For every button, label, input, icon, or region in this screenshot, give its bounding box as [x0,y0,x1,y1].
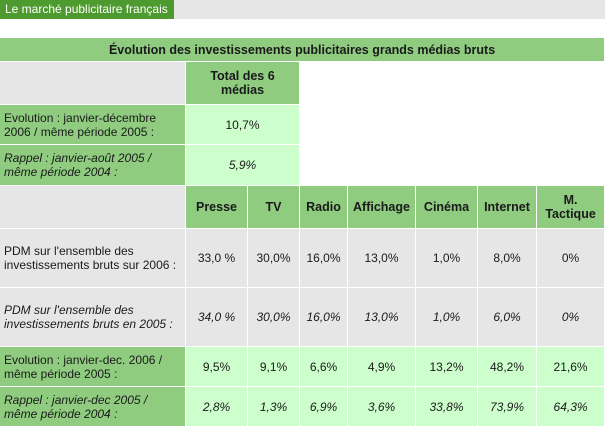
section-title: Le marché publicitaire français [0,0,174,19]
table-cell: 33,8% [416,387,478,427]
total-header: Total des 6 médias [186,62,300,105]
table-cell: 13,0% [348,288,416,347]
table-cell: 1,0% [416,229,478,288]
media-header-affichage: Affichage [348,186,416,229]
table-cell: 1,0% [416,288,478,347]
table-cell: 16,0% [300,288,348,347]
media-header-m-tactique: M. Tactique [537,186,605,229]
table-cell: 16,0% [300,229,348,288]
pdm-row-label: PDM sur l'ensemble des investissements b… [0,229,186,288]
table-cell: 64,3% [537,387,605,427]
evolution-row-label: Rappel : janvier-dec 2005 / même période… [0,387,186,427]
media-header-internet: Internet [478,186,537,229]
blank-cell [0,186,186,229]
table-cell: 1,3% [248,387,300,427]
media-header-radio: Radio [300,186,348,229]
media-header-presse: Presse [186,186,248,229]
total-row-label: Evolution : janvier-décembre 2006 / même… [0,105,186,145]
blank-cell [300,105,605,145]
table-cell: 9,1% [248,347,300,387]
total-row-value: 10,7% [186,105,300,145]
table-cell: 6,9% [300,387,348,427]
blank-cell [0,62,186,105]
pdm-row-label: PDM sur l'ensemble des investissements b… [0,288,186,347]
total-row-value: 5,9% [186,145,300,186]
table-cell: 6,6% [300,347,348,387]
table-cell: 4,9% [348,347,416,387]
table-cell: 0% [537,288,605,347]
table-cell: 3,6% [348,387,416,427]
table-cell: 9,5% [186,347,248,387]
table-cell: 2,8% [186,387,248,427]
media-investment-table: Évolution des investissements publicitai… [0,38,605,427]
table-cell: 33,0 % [186,229,248,288]
media-header-tv: TV [248,186,300,229]
evolution-row-label: Evolution : janvier-dec. 2006 / même pér… [0,347,186,387]
media-header-cinema: Cinéma [416,186,478,229]
table-cell: 30,0% [248,229,300,288]
table-cell: 73,9% [478,387,537,427]
table-cell: 21,6% [537,347,605,387]
table-cell: 34,0 % [186,288,248,347]
table-cell: 48,2% [478,347,537,387]
table-cell: 8,0% [478,229,537,288]
total-row-label: Rappel : janvier-août 2005 / même périod… [0,145,186,186]
table-cell: 13,2% [416,347,478,387]
table-cell: 0% [537,229,605,288]
blank-cell [300,62,605,105]
table-cell: 6,0% [478,288,537,347]
blank-cell [300,145,605,186]
table-cell: 30,0% [248,288,300,347]
table-cell: 13,0% [348,229,416,288]
table-title: Évolution des investissements publicitai… [0,38,605,62]
